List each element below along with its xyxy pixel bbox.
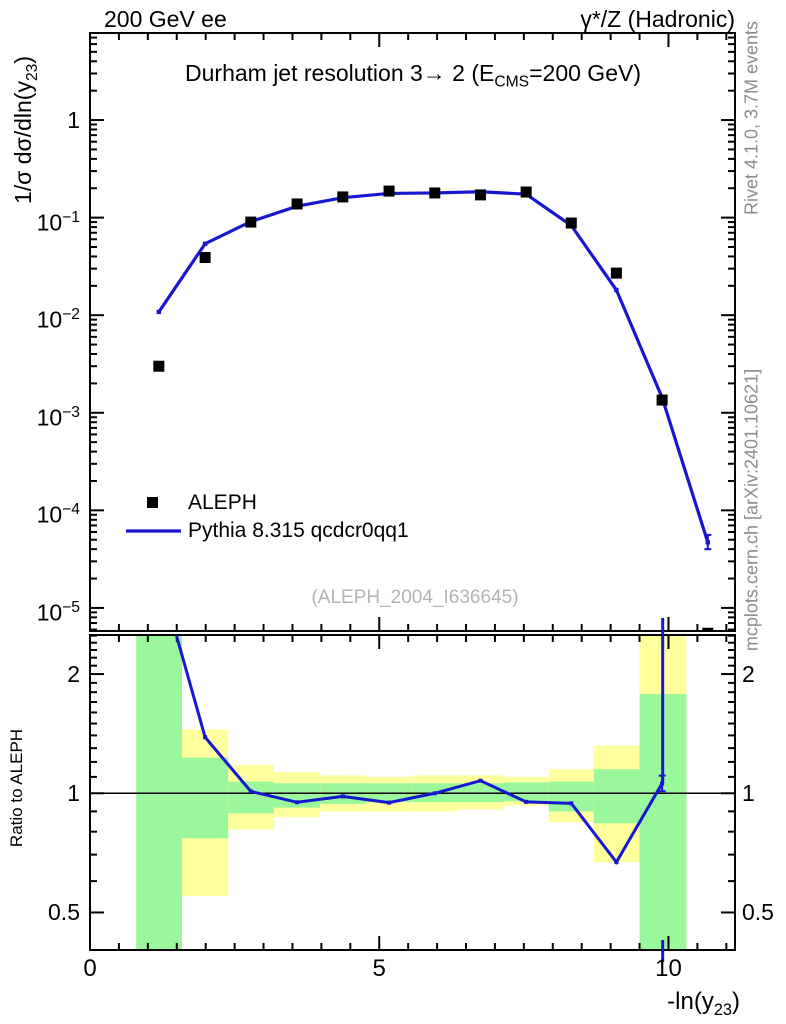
- y-tick-label: 10−5: [36, 598, 80, 626]
- band-green: [593, 769, 640, 824]
- band-green: [136, 635, 182, 950]
- y-tick-label: 10−2: [36, 306, 80, 333]
- x-axis-title: -ln(y23): [667, 988, 740, 1019]
- legend-square-icon: [147, 497, 158, 508]
- pythia-vertex-marker: [202, 241, 208, 246]
- aleph-data-point: [656, 394, 668, 406]
- y-tick-label: 1: [742, 780, 755, 807]
- ratio-vertex-marker: [387, 800, 392, 805]
- ratio-vertex-marker: [569, 801, 574, 806]
- ratio-vertex-marker: [340, 794, 345, 799]
- aleph-data-point: [245, 216, 257, 228]
- aleph-data-point: [702, 627, 714, 631]
- ratio-line-group: [157, 571, 666, 962]
- band-green: [503, 782, 549, 802]
- y-tick-label: 0.5: [48, 899, 80, 926]
- ratio-vertex-marker: [157, 571, 161, 575]
- ratio-vertex-marker: [432, 791, 437, 796]
- x-tick-label: 5: [372, 955, 386, 982]
- ratio-vertex-marker: [203, 735, 208, 740]
- y-tick-label: 10−3: [36, 403, 80, 431]
- rivet-version-note: Rivet 4.1.0, 3.7M events: [741, 20, 762, 216]
- ratio-line: [174, 635, 664, 865]
- analysis-id-watermark: (ALEPH_2004_I636645): [311, 587, 519, 608]
- band-green: [181, 757, 229, 839]
- pythia-vertex-marker: [156, 309, 162, 315]
- y-tick-label: 1: [67, 107, 80, 134]
- y-tick-label: 10−1: [36, 208, 80, 236]
- band-green: [548, 781, 594, 812]
- plot-title: Durham jet resolution 3→ 2 (ECMS=200 GeV…: [185, 60, 641, 91]
- beam-energy-label: 200 GeV ee: [104, 6, 227, 32]
- aleph-data-point: [153, 360, 165, 372]
- band-green: [228, 781, 274, 814]
- ratio-vertex-marker: [248, 789, 253, 794]
- ratio-vertex-marker: [295, 800, 300, 805]
- pythia-line: [157, 190, 710, 543]
- y-tick-label: 2: [742, 661, 755, 688]
- ratio-vertex-marker: [524, 799, 529, 804]
- legend-label-pythia: Pythia 8.315 qcdcr0qq1: [188, 519, 409, 542]
- uncertainty-bands: [136, 635, 687, 950]
- aleph-data-point: [565, 217, 577, 229]
- ratio-vertex-marker: [614, 860, 619, 865]
- x-tick-label: 0: [83, 955, 97, 982]
- main-frame: [89, 32, 736, 632]
- aleph-data-point: [199, 252, 211, 264]
- aleph-data-point: [291, 198, 303, 210]
- x-tick-label: 10: [655, 955, 682, 982]
- aleph-data-point: [429, 187, 441, 199]
- aleph-data-point: [520, 186, 532, 198]
- aleph-data-point: [383, 185, 395, 197]
- aleph-data-point: [337, 191, 349, 203]
- y-tick-label: 0.5: [742, 899, 774, 926]
- y-tick-label: 1: [67, 780, 80, 807]
- process-label: γ*/Z (Hadronic): [580, 6, 735, 32]
- ratio-vertex-marker: [478, 778, 483, 783]
- y-tick-label: 10−4: [36, 501, 80, 528]
- aleph-markers: [153, 185, 714, 631]
- legend-label-aleph: ALEPH: [188, 491, 257, 514]
- y-tick-label: 2: [67, 661, 80, 688]
- mcplots-arxiv-note: mcplots.cern.ch [arXiv:2401.10621]: [741, 368, 762, 652]
- pythia-vertex-marker: [614, 287, 619, 293]
- aleph-data-point: [610, 267, 622, 279]
- aleph-data-point: [474, 189, 486, 201]
